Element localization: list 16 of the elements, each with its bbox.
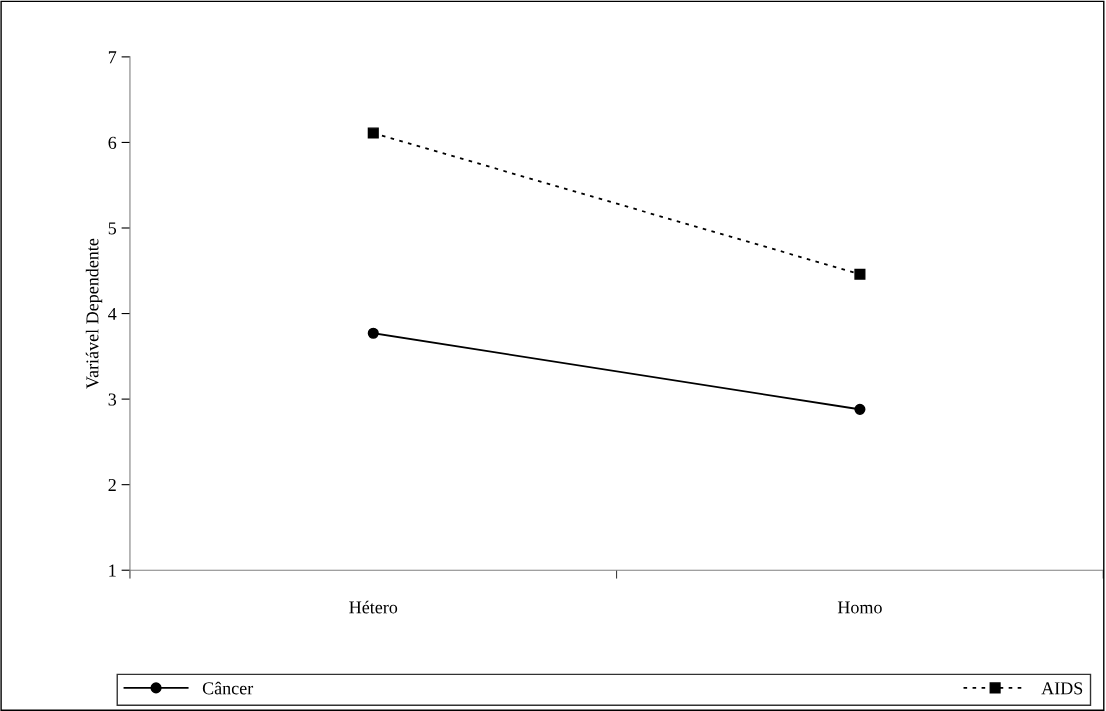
point — [854, 403, 866, 415]
y-tick-label: 1 — [109, 564, 116, 577]
legend-label: AIDS — [1041, 682, 1083, 695]
y-tick-label: 6 — [108, 136, 117, 149]
legend-label: Câncer — [202, 681, 254, 695]
y-tick-label: 5 — [108, 222, 117, 235]
y-axis-title: Variável Dependente — [85, 238, 103, 389]
y-tick-label: 2 — [108, 478, 116, 491]
y-tick-label: 3 — [108, 393, 117, 406]
point — [854, 268, 866, 280]
x-tick-label: Hétero — [349, 600, 398, 614]
y-tick-label: 7 — [108, 51, 117, 64]
point — [367, 327, 379, 339]
y-tick-label: 4 — [108, 307, 117, 320]
point — [367, 127, 379, 139]
x-tick-label: Homo — [837, 601, 882, 614]
